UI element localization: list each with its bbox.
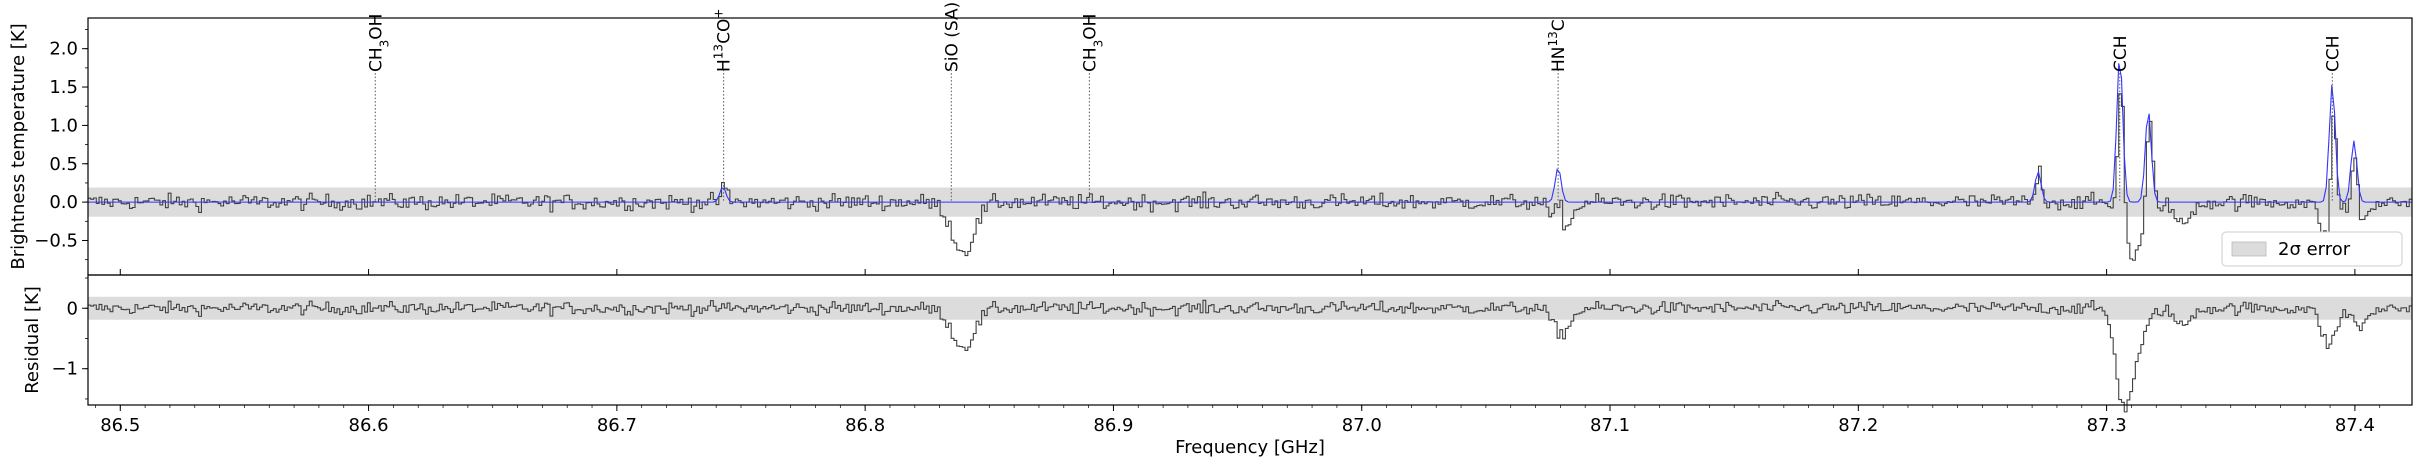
x-tick-label: 87.1 — [1590, 415, 1630, 436]
line-id-label: CH3OH — [366, 14, 391, 72]
x-tick-label: 86.6 — [349, 415, 389, 436]
x-tick-label: 86.7 — [597, 415, 637, 436]
top-ylabel: Brightness temperature [K] — [8, 23, 29, 269]
x-tick-label: 87.0 — [1342, 415, 1382, 436]
bottom-panel: −1 0 86.5 86.6 86.7 86.8 86.9 87.0 87.1 87.2 87.3 8… — [22, 274, 2413, 458]
line-id-label: SiO (SA) — [942, 2, 962, 72]
xlabel: Frequency [GHz] — [1175, 437, 1325, 458]
x-tick-label: 86.8 — [845, 415, 885, 436]
y-tick-label: 1.0 — [49, 115, 78, 136]
bottom-ylabel: Residual [K] — [22, 286, 43, 394]
line-id-label: HN13C — [1546, 19, 1569, 72]
y-tick-label: −1 — [51, 359, 78, 380]
y-tick-label: 0.0 — [49, 192, 78, 213]
model-fit-line — [88, 63, 2412, 203]
x-tick-label: 87.2 — [1838, 415, 1878, 436]
y-tick-label: 0.5 — [49, 154, 78, 175]
residual-line — [88, 299, 2412, 413]
legend-label: 2σ error — [2278, 239, 2351, 260]
x-tick-label: 87.4 — [2335, 415, 2375, 436]
y-tick-label: 1.5 — [49, 77, 78, 98]
line-id-label: CCH — [2111, 35, 2131, 72]
observed-spectrum-line — [88, 93, 2412, 261]
x-tick-label: 86.5 — [100, 415, 140, 436]
legend-box — [2221, 231, 2403, 267]
line-id-label: CH3OH — [1080, 14, 1105, 72]
y-tick-label: 0 — [67, 298, 78, 319]
x-tick-label: 86.9 — [1093, 415, 1133, 436]
legend-swatch — [2231, 241, 2267, 257]
bottom-panel-frame — [87, 274, 2413, 406]
y-tick-label: 2.0 — [49, 39, 78, 60]
y-tick-label: −0.5 — [34, 230, 78, 251]
x-tick-label: 87.3 — [2087, 415, 2127, 436]
line-id-label: CCH — [2323, 35, 2343, 72]
top-panel-frame — [87, 17, 2413, 276]
